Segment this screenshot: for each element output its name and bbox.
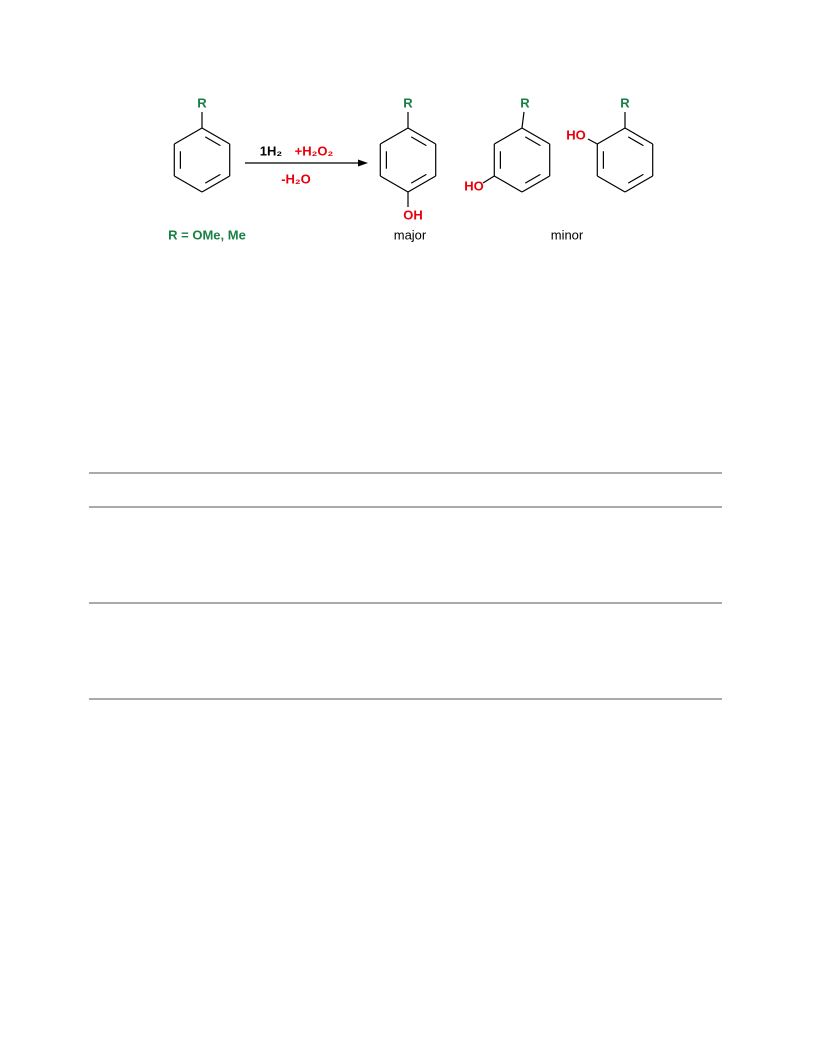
bond xyxy=(201,127,231,145)
bond xyxy=(624,175,654,193)
reagent: +H₂O₂ xyxy=(295,143,334,158)
bond xyxy=(407,127,437,145)
byproduct: -H₂O xyxy=(281,171,311,186)
bond xyxy=(596,175,626,193)
bond xyxy=(379,175,409,193)
r-note: R = OMe, Me xyxy=(168,227,246,242)
bond xyxy=(379,127,409,145)
product-label: major xyxy=(394,227,427,242)
bond xyxy=(587,138,598,145)
bond xyxy=(627,173,644,184)
bond xyxy=(201,175,231,193)
bond xyxy=(410,136,427,147)
bond xyxy=(521,175,551,193)
bond xyxy=(482,175,495,184)
bond xyxy=(596,127,626,145)
substituent: R xyxy=(403,95,413,110)
reagent: 1H₂ xyxy=(260,143,283,158)
bond xyxy=(173,127,203,145)
bond xyxy=(624,127,654,145)
arrow-head xyxy=(358,159,368,167)
bond xyxy=(173,175,203,193)
bond xyxy=(410,173,427,184)
hydroxyl: HO xyxy=(464,178,484,193)
substituent: R xyxy=(520,95,530,110)
bond xyxy=(407,175,437,193)
rings xyxy=(173,111,654,207)
bond xyxy=(204,173,221,184)
bond xyxy=(204,136,221,147)
bond xyxy=(524,136,541,147)
bond xyxy=(521,127,551,145)
substituent: R xyxy=(197,95,207,110)
substituent: R xyxy=(620,95,630,110)
hydroxyl: HO xyxy=(566,127,586,142)
hydroxyl: OH xyxy=(403,207,423,222)
bond xyxy=(521,111,525,129)
bond xyxy=(524,173,541,184)
bond xyxy=(493,175,523,193)
bond xyxy=(627,136,644,147)
product-label: minor xyxy=(551,227,584,242)
bond xyxy=(493,127,523,145)
table-rules xyxy=(89,472,722,700)
